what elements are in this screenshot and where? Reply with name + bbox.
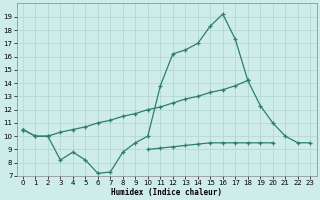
X-axis label: Humidex (Indice chaleur): Humidex (Indice chaleur) — [111, 188, 222, 197]
